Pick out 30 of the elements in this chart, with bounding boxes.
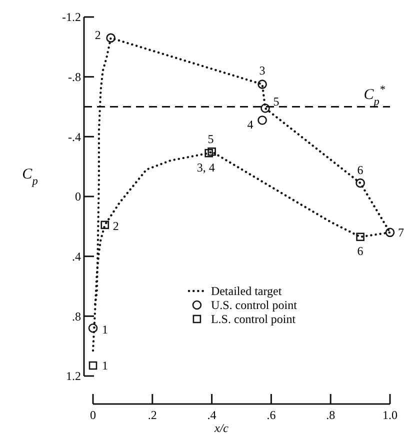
y-tick-label: -.8 [68,70,81,84]
annotation: 7 [398,226,404,240]
annotation: 6 [357,163,364,178]
y-tick-label: 1.2 [66,369,81,384]
annotation: 2 [94,28,101,42]
y-tick-label: -1.2 [62,10,81,24]
y-axis-title: C$_{p}$ [22,166,38,188]
x-tick-label: .2 [148,408,157,422]
annotation: 2 [112,219,119,234]
legend-label: L.S. control point [210,312,296,326]
y-tick-label: .4 [72,250,81,264]
annotation: 6 [357,244,364,258]
y-tick-label: 0 [75,190,81,204]
legend-label: Detailed target [210,284,282,298]
annotation: 3 [259,64,266,78]
annotation: 4 [247,117,254,132]
annotation: 5 [208,132,214,146]
legend-label: U.S. control point [210,298,298,312]
x-tick-label: .4 [207,408,216,422]
y-tick-label: .8 [72,309,81,324]
x-axis-title: x/c [214,421,230,434]
x-tick-label: 1.0 [382,408,398,422]
x-tick-label: 0 [90,408,96,422]
annotation: 1 [102,358,108,373]
x-tick-label: .8 [326,408,336,422]
x-tick-label: .6 [266,408,276,422]
annotation: 5 [273,94,280,108]
annotation: 1 [102,322,108,336]
annotation: 3, 4 [196,160,215,174]
y-tick-label: -.4 [68,130,81,144]
